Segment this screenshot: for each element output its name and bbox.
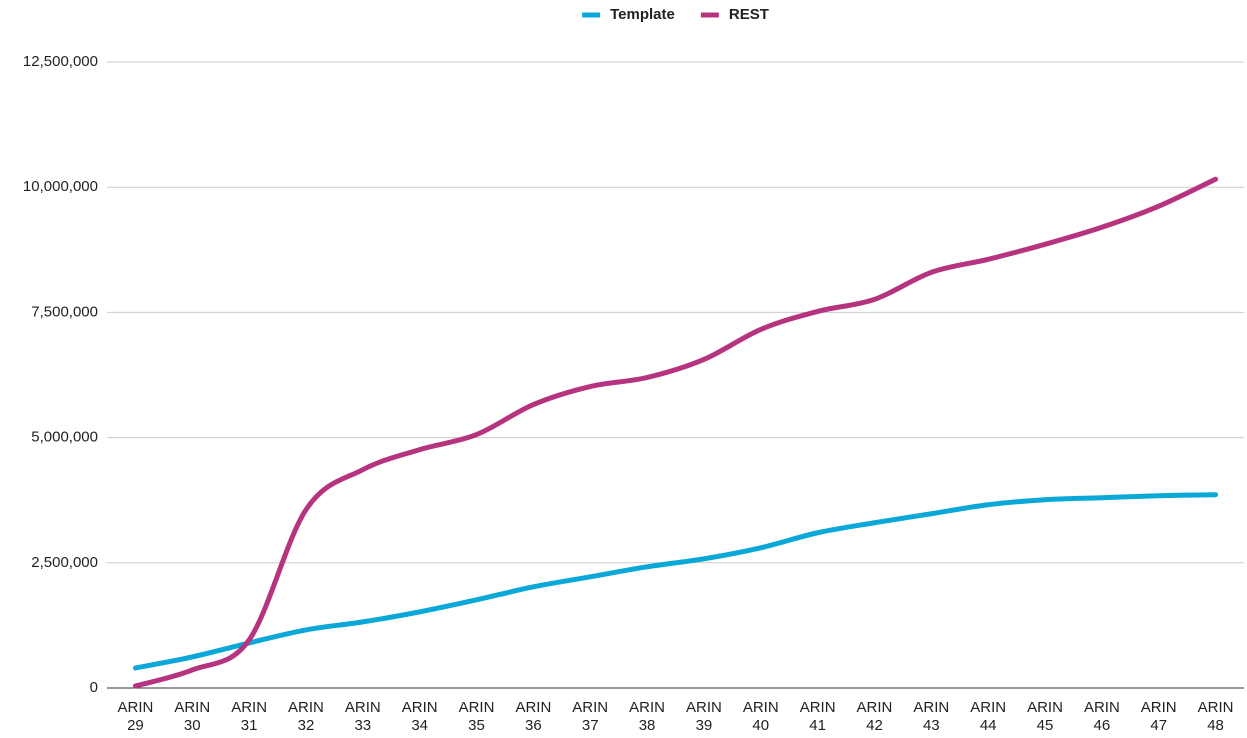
y-tick-label: 12,500,000 — [23, 53, 98, 70]
x-tick-label: ARIN 33 — [345, 699, 381, 734]
y-tick-label: 7,500,000 — [31, 303, 98, 320]
x-tick-label: ARIN 41 — [800, 699, 836, 734]
x-tick-label: ARIN 35 — [459, 699, 495, 734]
y-tick-label: 0 — [90, 679, 98, 696]
legend-label: REST — [729, 6, 769, 23]
x-tick-label: ARIN 42 — [857, 699, 893, 734]
x-tick-label: ARIN 40 — [743, 699, 779, 734]
y-tick-label: 2,500,000 — [31, 554, 98, 571]
x-tick-label: ARIN 47 — [1141, 699, 1177, 734]
x-tick-label: ARIN 37 — [572, 699, 608, 734]
legend-label: Template — [610, 6, 675, 23]
x-tick-label: ARIN 34 — [402, 699, 438, 734]
x-tick-label: ARIN 29 — [118, 699, 154, 734]
y-tick-label: 5,000,000 — [31, 429, 98, 446]
x-tick-label: ARIN 32 — [288, 699, 324, 734]
x-tick-label: ARIN 39 — [686, 699, 722, 734]
legend: Template REST — [582, 6, 769, 23]
line-series — [132, 176, 1219, 689]
x-tick-label: ARIN 48 — [1198, 699, 1234, 734]
x-tick-label: ARIN 45 — [1027, 699, 1063, 734]
x-tick-label: ARIN 30 — [174, 699, 210, 734]
x-tick-label: ARIN 43 — [913, 699, 949, 734]
x-tick-label: ARIN 38 — [629, 699, 665, 734]
line-series — [132, 492, 1219, 671]
x-tick-label: ARIN 31 — [231, 699, 267, 734]
x-tick-label: ARIN 44 — [970, 699, 1006, 734]
y-tick-label: 10,000,000 — [23, 178, 98, 195]
x-tick-label: ARIN 46 — [1084, 699, 1120, 734]
x-tick-label: ARIN 36 — [515, 699, 551, 734]
